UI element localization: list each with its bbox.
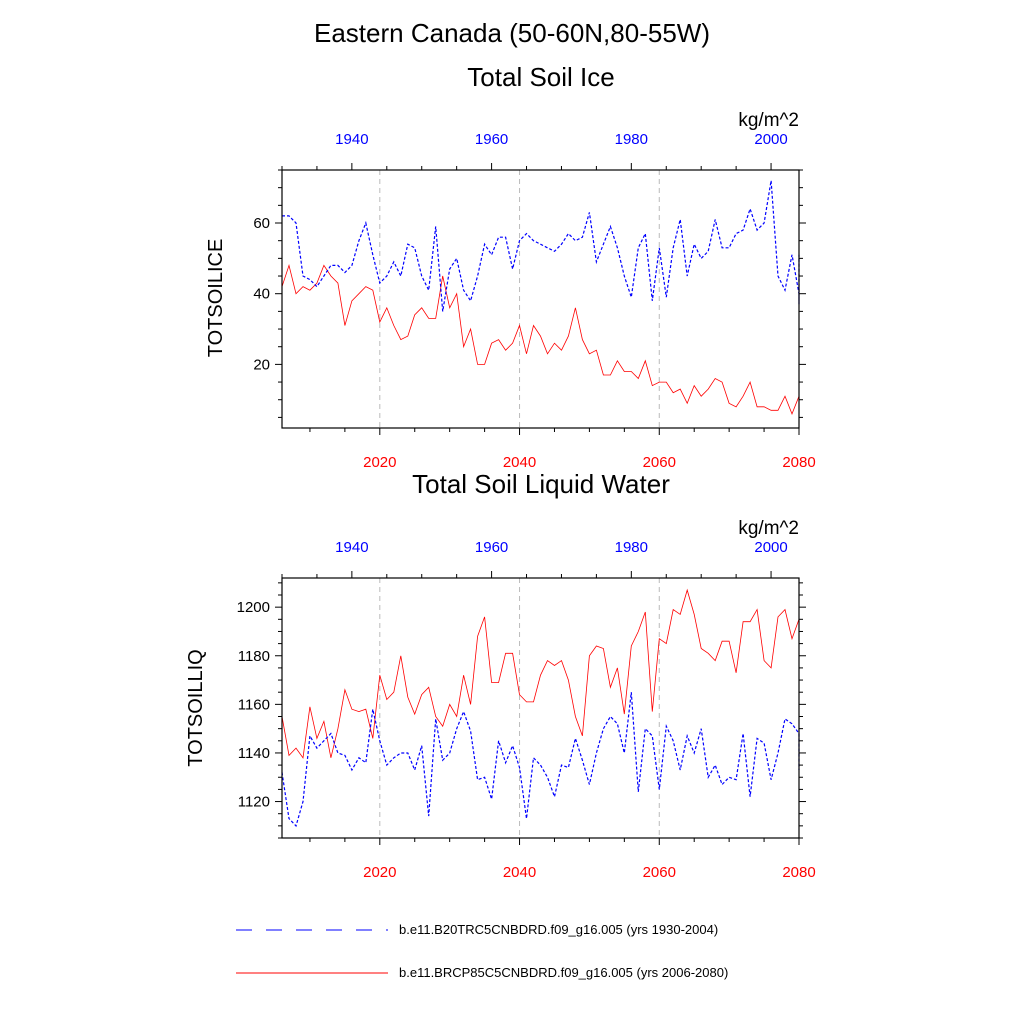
y-tick-label: 60: [253, 215, 270, 232]
x-top-tick-label: 1940: [335, 539, 368, 556]
grid-lines: [379, 170, 660, 428]
series-line-historical: [281, 692, 800, 828]
figure-title: Eastern Canada (50-60N,80-55W): [314, 18, 710, 48]
x-bottom-tick-label: 2040: [503, 454, 536, 471]
y-axis-label: TOTSOILICE: [205, 239, 227, 358]
y-tick-label: 1140: [238, 745, 270, 762]
units-label: kg/m^2: [738, 518, 799, 539]
series-lines: [281, 180, 800, 415]
x-top-tick-label: 2000: [754, 539, 787, 556]
x-top-tick-label: 1980: [615, 539, 648, 556]
x-bottom-tick-label: 2060: [643, 864, 676, 881]
y-tick-label: 1200: [237, 599, 270, 616]
y-tick-label: 1160: [238, 696, 270, 713]
x-bottom-tick-label: 2020: [363, 864, 396, 881]
units-label: kg/m^2: [738, 110, 799, 131]
x-bottom-tick-label: 2080: [782, 454, 815, 471]
panel-title: Total Soil Liquid Water: [412, 469, 670, 499]
plot-frame: [281, 577, 800, 839]
x-top-tick-label: 1980: [615, 131, 648, 148]
x-bottom-tick-label: 2080: [782, 864, 815, 881]
series-lines: [281, 588, 800, 828]
legend-label-rcp85: b.e11.BRCP85C5CNBDRD.f09_g16.005 (yrs 20…: [399, 965, 728, 980]
panel-soil-liquid-water: Total Soil Liquid Water kg/m^2 TOTSOILLI…: [185, 469, 816, 881]
y-tick-label: 1120: [238, 794, 270, 811]
legend: b.e11.B20TRC5CNBDRD.f09_g16.005 (yrs 193…: [236, 922, 728, 980]
axes: 1120 1140 1160 1180 1200 2020 2040 2060 2080 1940…: [237, 539, 816, 881]
x-top-tick-label: 2000: [754, 131, 787, 148]
x-bottom-tick-label: 2060: [643, 454, 676, 471]
panel-soil-ice: Total Soil Ice kg/m^2 TOTSOILICE 2040602…: [205, 62, 816, 471]
legend-label-historical: b.e11.B20TRC5CNBDRD.f09_g16.005 (yrs 193…: [399, 922, 718, 937]
x-top-tick-label: 1940: [335, 131, 368, 148]
x-bottom-tick-label: 2040: [503, 864, 536, 881]
plot-frame: [281, 169, 800, 429]
series-line-historical: [282, 180, 800, 312]
y-tick-label: 1180: [238, 648, 270, 665]
panel-title: Total Soil Ice: [467, 62, 614, 92]
x-top-tick-label: 1960: [475, 131, 508, 148]
y-tick-label: 20: [253, 356, 270, 373]
grid-lines: [379, 578, 660, 838]
series-line-rcp85: [281, 263, 800, 415]
series-line-rcp85: [281, 588, 800, 759]
x-bottom-tick-label: 2020: [363, 454, 396, 471]
y-axis-label: TOTSOILLIQ: [185, 649, 207, 766]
x-top-tick-label: 1960: [475, 539, 508, 556]
y-tick-label: 40: [253, 286, 270, 303]
